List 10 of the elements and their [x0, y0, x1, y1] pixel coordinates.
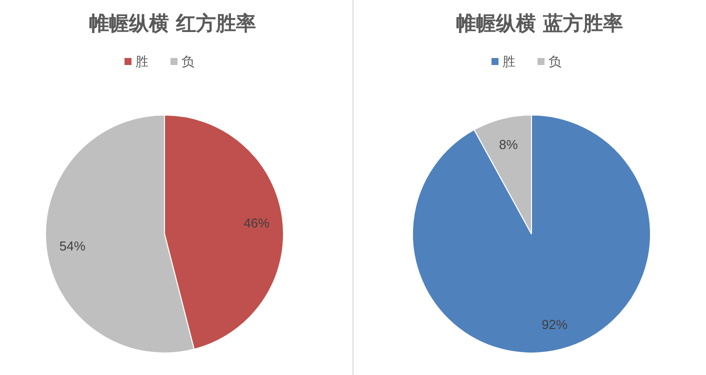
data-label: 8%: [499, 137, 518, 152]
chart-title: 帷幄纵横 红方胜率: [89, 11, 256, 35]
data-label: 92%: [542, 316, 568, 332]
legend-label: 负: [548, 54, 562, 69]
data-label: 54%: [59, 238, 86, 254]
data-label: 46%: [244, 215, 270, 230]
legend-label: 负: [182, 54, 194, 69]
chart-title: 帷幄纵横 蓝方胜率: [456, 11, 623, 35]
legend-label: 胜: [502, 54, 516, 69]
legend-label: 胜: [136, 54, 148, 69]
